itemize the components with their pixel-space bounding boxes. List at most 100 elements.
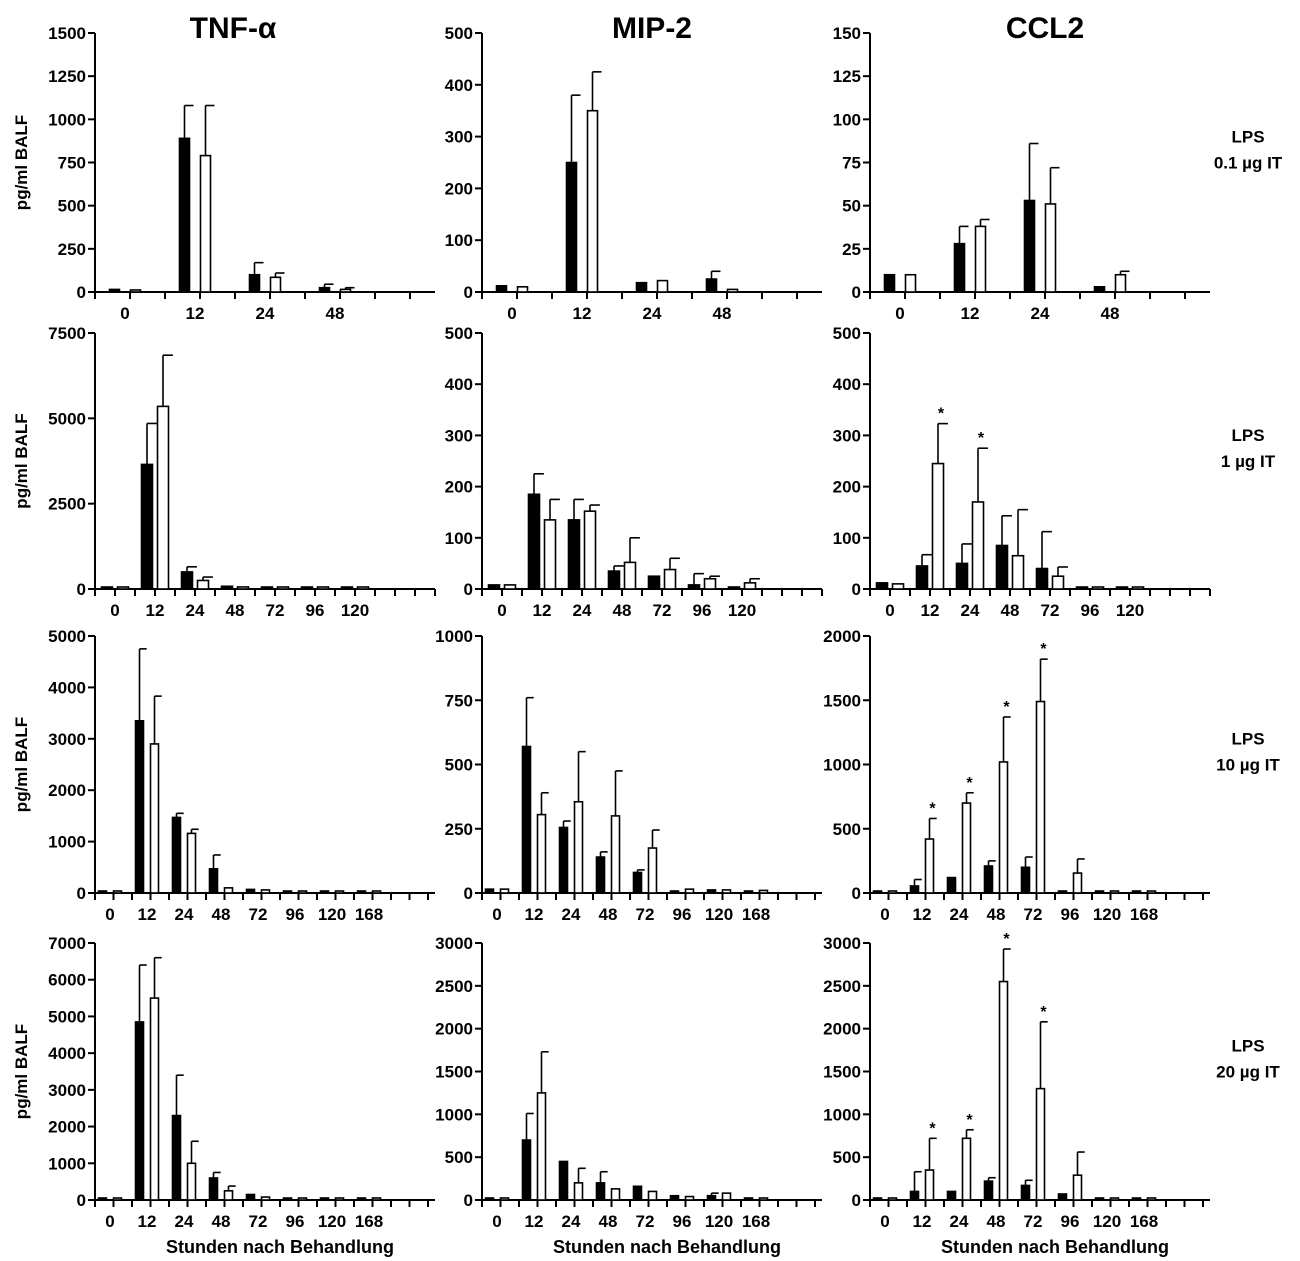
x-tick-label: 120 — [728, 601, 756, 620]
y-tick-label: 1000 — [435, 1105, 473, 1124]
condition-dose: 10 µg IT — [1216, 756, 1280, 775]
x-tick-label: 96 — [286, 1212, 305, 1231]
x-axis-label: Stunden nach Behandlung — [941, 1237, 1169, 1257]
bar-filled — [635, 281, 648, 293]
condition-dose: 20 µg IT — [1216, 1063, 1280, 1082]
bar-open — [998, 761, 1009, 894]
bar-open — [887, 890, 898, 894]
x-tick-label: 72 — [249, 1212, 268, 1231]
bar-open — [610, 1188, 621, 1201]
y-tick-label: 4000 — [48, 1044, 86, 1063]
bar-filled — [134, 720, 145, 894]
y-tick-label: 3000 — [48, 1081, 86, 1100]
bar-open — [129, 289, 142, 293]
bar-open — [610, 815, 621, 894]
bar-filled — [647, 575, 661, 590]
x-tick-label: 168 — [1130, 1212, 1158, 1231]
y-tick-label: 5000 — [48, 409, 86, 428]
x-tick-label: 168 — [1130, 905, 1158, 924]
bar-open — [223, 887, 234, 894]
x-tick-label: 96 — [1061, 905, 1080, 924]
bar-filled — [1020, 866, 1031, 894]
bar-open — [260, 889, 271, 894]
y-tick-label: 100 — [833, 529, 861, 548]
x-tick-label: 120 — [1093, 905, 1121, 924]
bar-filled — [521, 1139, 532, 1201]
y-tick-label: 2000 — [823, 627, 861, 646]
bar-open — [276, 586, 290, 590]
y-tick-label: 6000 — [48, 971, 86, 990]
y-tick-label: 250 — [58, 240, 86, 259]
y-tick-label: 125 — [833, 67, 861, 86]
x-tick-label: 120 — [1116, 601, 1144, 620]
y-tick-label: 1000 — [48, 1154, 86, 1173]
x-tick-label: 96 — [1081, 601, 1100, 620]
x-tick-label: 0 — [880, 1212, 889, 1231]
y-tick-label: 500 — [445, 756, 473, 775]
y-tick-label: 2500 — [435, 977, 473, 996]
significance-star: * — [966, 1112, 973, 1129]
bar-open — [116, 586, 130, 590]
bar-open — [743, 582, 757, 590]
x-tick-label: 120 — [705, 905, 733, 924]
bar-filled — [318, 286, 331, 293]
x-tick-label: 12 — [146, 601, 165, 620]
x-tick-label: 0 — [105, 1212, 114, 1231]
bar-filled — [100, 586, 114, 590]
bar-filled — [487, 584, 501, 590]
condition-label: LPS — [1231, 128, 1264, 147]
x-tick-label: 0 — [880, 905, 889, 924]
bar-open — [236, 586, 250, 590]
bar-open — [297, 1197, 308, 1201]
bar-filled — [632, 871, 643, 894]
x-tick-label: 48 — [212, 905, 231, 924]
bar-open — [931, 462, 945, 590]
x-tick-label: 48 — [1001, 601, 1020, 620]
bar-filled — [632, 1185, 643, 1201]
bar-open — [961, 802, 972, 894]
bar-open — [924, 838, 935, 894]
y-tick-label: 300 — [445, 128, 473, 147]
y-tick-label: 0 — [852, 1191, 861, 1210]
bar-filled — [134, 1021, 145, 1201]
x-tick-label: 0 — [507, 304, 516, 323]
x-tick-label: 72 — [266, 601, 285, 620]
bar-open — [623, 561, 637, 590]
bar-filled — [1057, 890, 1068, 894]
x-tick-label: 120 — [1093, 1212, 1121, 1231]
bar-open — [684, 1195, 695, 1201]
significance-star: * — [1040, 1004, 1047, 1021]
panel-3-2: 0 500 1000 1500 2000 2500 3000 0 * 12 * 24 * 48 * 72 96 1… — [823, 931, 1210, 1257]
x-tick-label: 96 — [306, 601, 325, 620]
bar-open — [334, 890, 345, 894]
x-tick-label: 48 — [987, 1212, 1006, 1231]
bar-filled — [260, 586, 274, 590]
y-tick-label: 100 — [445, 529, 473, 548]
x-tick-label: 72 — [1024, 1212, 1043, 1231]
bar-filled — [1020, 1184, 1031, 1201]
bar-open — [663, 568, 677, 590]
bar-open — [223, 1190, 234, 1201]
bar-open — [726, 288, 739, 293]
bar-filled — [946, 1190, 957, 1201]
x-tick-label: 0 — [110, 601, 119, 620]
y-tick-label: 1500 — [48, 24, 86, 43]
panel-1-2: 0 100 200 300 400 500 0 * 12 * 24 48 72 96 120 — [833, 324, 1211, 620]
bar-open — [647, 847, 658, 894]
bar-filled — [171, 1114, 182, 1201]
x-tick-label: 48 — [326, 304, 345, 323]
bar-open — [1044, 203, 1057, 293]
x-tick-label: 0 — [105, 905, 114, 924]
bar-open — [1011, 554, 1025, 590]
y-tick-label: 0 — [852, 283, 861, 302]
y-tick-label: 0 — [464, 884, 473, 903]
x-tick-label: 72 — [249, 905, 268, 924]
bar-open — [543, 519, 557, 590]
bar-filled — [1094, 1197, 1105, 1201]
bar-filled — [558, 826, 569, 894]
bar-filled — [687, 584, 701, 590]
y-tick-label: 2000 — [48, 781, 86, 800]
bar-filled — [356, 1197, 367, 1201]
x-tick-label: 48 — [613, 601, 632, 620]
bar-filled — [909, 885, 920, 894]
